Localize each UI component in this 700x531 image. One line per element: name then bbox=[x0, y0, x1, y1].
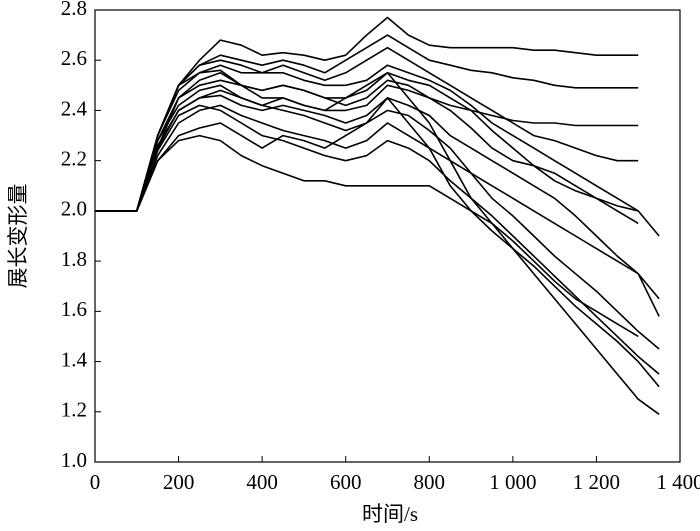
y-tick-label: 1.6 bbox=[61, 297, 87, 321]
series-line bbox=[95, 46, 639, 212]
y-axis-label: 展长变形量 bbox=[6, 184, 30, 289]
x-tick-label: 0 bbox=[90, 470, 101, 494]
y-tick-label: 2.4 bbox=[61, 96, 88, 120]
series-line bbox=[95, 84, 660, 350]
x-tick-label: 1 400 bbox=[656, 470, 700, 494]
x-tick-label: 600 bbox=[330, 470, 362, 494]
y-tick-label: 1.4 bbox=[61, 347, 88, 371]
plot-frame bbox=[94, 9, 681, 463]
x-tick-label: 1 000 bbox=[489, 470, 536, 494]
y-tick-label: 2.0 bbox=[61, 197, 87, 221]
x-tick-label: 1 200 bbox=[573, 470, 620, 494]
x-tick-label: 800 bbox=[414, 470, 446, 494]
y-tick-label: 2.8 bbox=[61, 0, 87, 20]
x-tick-label: 200 bbox=[163, 470, 195, 494]
series-line bbox=[95, 104, 660, 300]
x-tick-label: 400 bbox=[246, 470, 278, 494]
series-line bbox=[95, 97, 660, 388]
y-tick-label: 1.0 bbox=[61, 448, 87, 472]
series-line bbox=[95, 69, 639, 212]
series-line bbox=[95, 94, 660, 317]
y-tick-label: 1.8 bbox=[61, 247, 87, 271]
y-tick-label: 2.6 bbox=[61, 46, 87, 70]
series-line bbox=[95, 16, 639, 212]
y-tick-label: 1.2 bbox=[61, 398, 87, 422]
series-line bbox=[95, 59, 660, 237]
series-line bbox=[95, 72, 660, 415]
x-axis-label: 时间/s bbox=[362, 502, 418, 526]
series-line bbox=[95, 72, 639, 225]
y-tick-label: 2.2 bbox=[61, 146, 87, 170]
series-line bbox=[95, 104, 660, 375]
series-line bbox=[95, 72, 639, 212]
series-line bbox=[95, 134, 639, 338]
